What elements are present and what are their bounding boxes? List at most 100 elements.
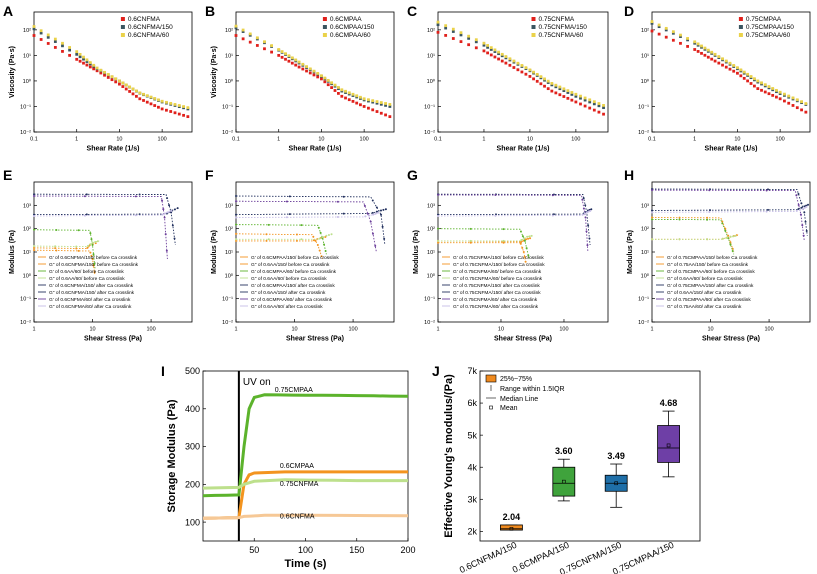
data-point — [316, 243, 319, 246]
y-tick-label: 10³ — [225, 203, 233, 209]
data-point — [459, 31, 463, 35]
x-tick-label: 10 — [527, 137, 533, 143]
data-point — [53, 46, 57, 49]
x-tick-label: 0.1 — [232, 137, 240, 143]
data-point — [500, 52, 504, 56]
legend-marker — [738, 33, 743, 37]
data-point — [308, 67, 312, 71]
y-tick-label: 10¹ — [641, 53, 649, 59]
data-point — [729, 235, 732, 238]
data-point — [182, 105, 185, 108]
y-tick-label: 10⁻² — [222, 320, 233, 326]
data-point — [342, 212, 345, 215]
data-point — [444, 26, 448, 30]
data-point — [651, 189, 653, 192]
data-point — [153, 104, 157, 107]
legend-label: 0.75CNFMA — [539, 16, 575, 23]
data-point — [235, 239, 237, 242]
data-point — [444, 24, 448, 28]
data-point — [163, 216, 166, 219]
data-point — [321, 236, 324, 239]
legend-label: G'' of 0.6AA/150/ after Ca crosslink — [667, 290, 742, 296]
data-point — [61, 44, 64, 48]
y-tick-label: 10⁻¹ — [638, 297, 649, 303]
data-point — [93, 271, 96, 274]
data-point — [165, 108, 168, 112]
data-point — [760, 81, 763, 85]
legend-label: G' of 0.6CNFMA/60/ after Ca crosslink — [49, 297, 131, 303]
data-point — [494, 214, 497, 217]
y-tick-label: 10⁻¹ — [424, 104, 435, 110]
data-point — [340, 88, 344, 92]
data-point — [55, 228, 58, 231]
data-point — [294, 63, 298, 67]
x-axis-label: Shear Stress (Pa) — [84, 336, 142, 343]
data-point — [493, 50, 497, 53]
data-point — [165, 100, 168, 104]
x-tick-label: 100 — [348, 327, 357, 333]
data-point — [160, 107, 164, 111]
data-point — [171, 224, 174, 227]
legend-marker — [322, 25, 327, 29]
y-tick-label: 10⁻² — [424, 130, 435, 136]
data-point — [347, 91, 351, 95]
legend-label: G'' of 0.6CNFMA/150/ before Ca crosslink — [49, 262, 139, 268]
data-point — [597, 102, 601, 105]
data-point — [459, 40, 463, 44]
data-point — [706, 216, 709, 219]
data-point — [778, 90, 782, 94]
data-point — [355, 94, 359, 98]
data-point — [284, 57, 287, 61]
data-point — [138, 193, 141, 196]
x-tick-label: 1 — [75, 137, 78, 143]
data-point — [128, 85, 132, 89]
mean-marker — [509, 527, 514, 531]
x-tick-label: 0.1 — [30, 137, 38, 143]
data-point — [524, 260, 527, 263]
data-point — [388, 105, 392, 108]
data-point — [330, 233, 333, 236]
series-label: 0.75CMPAA — [275, 387, 313, 394]
x-tick-label: 100 — [360, 137, 369, 143]
data-point — [696, 42, 700, 46]
x-tick-label: 1 — [436, 327, 439, 333]
data-point — [87, 244, 90, 247]
data-point — [149, 95, 153, 99]
data-point — [54, 245, 57, 248]
y-tick-label: 10² — [427, 227, 435, 233]
series-line — [437, 193, 591, 246]
data-point — [381, 225, 384, 228]
y-tick-label: 10⁻² — [20, 320, 31, 326]
y-axis-label: Modulus (Pa) — [627, 230, 634, 274]
data-point — [85, 58, 89, 62]
data-point — [516, 68, 520, 72]
data-point — [760, 88, 763, 92]
data-point — [469, 241, 472, 244]
data-point — [592, 108, 596, 112]
data-point — [288, 195, 291, 198]
data-point — [804, 102, 808, 105]
x-tick-label: 150 — [349, 545, 364, 555]
y-tick-label: 10⁰ — [641, 272, 650, 279]
legend-marker — [120, 17, 125, 21]
data-point — [486, 44, 490, 47]
data-point — [68, 53, 71, 57]
x-tick-label: 10 — [318, 137, 324, 143]
data-point — [145, 94, 149, 98]
y-tick-label: 10² — [23, 28, 31, 34]
data-point — [725, 236, 728, 239]
y-tick-label: 10¹ — [23, 53, 31, 59]
x-tick-label: 1 — [482, 137, 485, 143]
data-point — [512, 66, 516, 69]
series-line — [651, 203, 810, 211]
y-tick-label: 10⁰ — [225, 78, 234, 85]
data-point — [552, 213, 555, 216]
data-point — [742, 76, 746, 80]
data-point — [732, 64, 736, 67]
legend-label: 0.6CMPAA/150 — [330, 24, 375, 31]
data-point — [554, 91, 558, 95]
data-point — [584, 216, 587, 219]
data-point — [173, 208, 176, 211]
series-line — [33, 207, 180, 216]
legend-label: G'' of 0.75CNFMA/150/ after Ca crosslink — [453, 290, 541, 296]
